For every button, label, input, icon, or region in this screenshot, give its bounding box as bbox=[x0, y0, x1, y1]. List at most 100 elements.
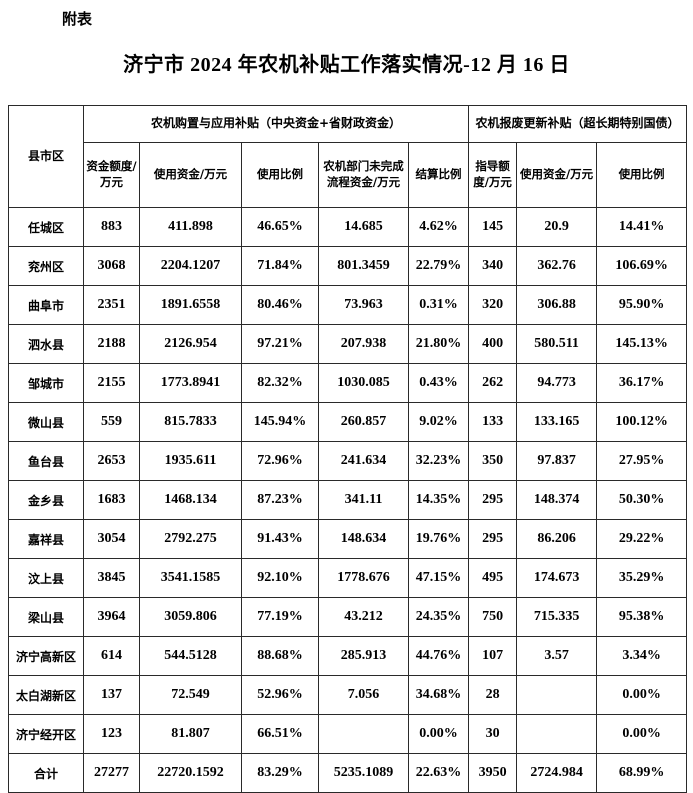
table-cell: 71.84% bbox=[241, 246, 319, 286]
table-cell: 72.96% bbox=[241, 441, 319, 481]
table-cell: 262 bbox=[468, 363, 518, 403]
table-cell: 285.913 bbox=[318, 636, 409, 676]
column-header-guide-quota: 指导额度/万元 bbox=[468, 142, 518, 208]
table-cell: 123 bbox=[83, 714, 140, 754]
table-cell: 20.9 bbox=[516, 207, 598, 247]
table-cell: 1935.611 bbox=[139, 441, 242, 481]
table-cell: 148.634 bbox=[318, 519, 409, 559]
table-cell: 29.22% bbox=[596, 519, 688, 559]
document-title: 济宁市 2024 年农机补贴工作落实情况-12 月 16 日 bbox=[123, 54, 570, 76]
table-cell: 22.79% bbox=[407, 246, 470, 286]
table-row: 合计 27277 22720.1592 83.29% 5235.1089 22.63% 39… bbox=[8, 753, 688, 793]
region-name: 汶上县 bbox=[8, 558, 84, 598]
table-cell: 3541.1585 bbox=[139, 558, 242, 598]
table-cell: 3.57 bbox=[516, 636, 598, 676]
table-cell: 815.7833 bbox=[139, 402, 242, 442]
column-header-unfinished-funds: 农机部门未完成流程资金/万元 bbox=[318, 142, 409, 208]
table-row: 金乡县 1683 1468.134 87.23% 341.11 14.35% 295 148.… bbox=[8, 480, 688, 520]
table-cell: 0.43% bbox=[407, 363, 470, 403]
table-cell: 133 bbox=[468, 402, 518, 442]
table-cell: 35.29% bbox=[596, 558, 688, 598]
table-cell: 1891.6558 bbox=[139, 285, 242, 325]
table-cell: 559 bbox=[83, 402, 140, 442]
table-cell: 2724.984 bbox=[516, 753, 598, 793]
table-row: 鱼台县 2653 1935.611 72.96% 241.634 32.23% 350 97.… bbox=[8, 441, 688, 481]
table-cell: 27277 bbox=[83, 753, 140, 793]
table-cell: 1683 bbox=[83, 480, 140, 520]
attachment-label: 附表 bbox=[62, 10, 93, 28]
table-cell: 72.549 bbox=[139, 675, 242, 715]
region-name: 曲阜市 bbox=[8, 285, 84, 325]
region-name: 泗水县 bbox=[8, 324, 84, 364]
table-cell: 750 bbox=[468, 597, 518, 637]
table-cell: 68.99% bbox=[596, 753, 688, 793]
table-cell: 50.30% bbox=[596, 480, 688, 520]
table-cell: 73.963 bbox=[318, 285, 409, 325]
table-cell: 2351 bbox=[83, 285, 140, 325]
table-cell: 97.21% bbox=[241, 324, 319, 364]
region-name: 梁山县 bbox=[8, 597, 84, 637]
table-cell: 97.837 bbox=[516, 441, 598, 481]
table-cell: 400 bbox=[468, 324, 518, 364]
table-cell: 3845 bbox=[83, 558, 140, 598]
table-cell: 3059.806 bbox=[139, 597, 242, 637]
table-row: 济宁经开区 123 81.807 66.51% 0.00% 30 0.00% bbox=[8, 714, 688, 754]
region-name: 邹城市 bbox=[8, 363, 84, 403]
column-header-settlement-ratio: 结算比例 bbox=[407, 142, 470, 208]
table-body: 任城区 883 411.898 46.65% 14.685 4.62% 145 20.9 14.… bbox=[8, 207, 688, 793]
table-row: 曲阜市 2351 1891.6558 80.46% 73.963 0.31% 320 306.… bbox=[8, 285, 688, 325]
table-cell: 3964 bbox=[83, 597, 140, 637]
group-header-scrappage-subsidy: 农机报废更新补贴（超长期特别国债） bbox=[468, 105, 688, 143]
table-cell: 715.335 bbox=[516, 597, 598, 637]
table-cell: 2204.1207 bbox=[139, 246, 242, 286]
table-cell: 34.68% bbox=[407, 675, 470, 715]
table-cell bbox=[318, 714, 409, 754]
column-header-scrappage-usage-ratio: 使用比例 bbox=[596, 142, 688, 208]
table-cell: 80.46% bbox=[241, 285, 319, 325]
table-cell: 86.206 bbox=[516, 519, 598, 559]
region-name: 任城区 bbox=[8, 207, 84, 247]
table-cell: 87.23% bbox=[241, 480, 319, 520]
table-cell: 4.62% bbox=[407, 207, 470, 247]
table-cell: 46.65% bbox=[241, 207, 319, 247]
table-cell: 362.76 bbox=[516, 246, 598, 286]
column-header-usage-ratio: 使用比例 bbox=[241, 142, 319, 208]
table-cell: 95.38% bbox=[596, 597, 688, 637]
table-cell: 295 bbox=[468, 519, 518, 559]
table-row: 邹城市 2155 1773.8941 82.32% 1030.085 0.43% 262 94… bbox=[8, 363, 688, 403]
table-cell: 91.43% bbox=[241, 519, 319, 559]
table-cell: 19.76% bbox=[407, 519, 470, 559]
table-cell: 7.056 bbox=[318, 675, 409, 715]
region-name: 太白湖新区 bbox=[8, 675, 84, 715]
table-cell: 0.00% bbox=[596, 675, 688, 715]
table-cell: 1030.085 bbox=[318, 363, 409, 403]
table-cell: 350 bbox=[468, 441, 518, 481]
table-cell: 320 bbox=[468, 285, 518, 325]
table-row: 任城区 883 411.898 46.65% 14.685 4.62% 145 20.9 14.… bbox=[8, 207, 688, 247]
table-cell: 1778.676 bbox=[318, 558, 409, 598]
table-cell: 94.773 bbox=[516, 363, 598, 403]
table-cell: 0.31% bbox=[407, 285, 470, 325]
table-cell: 145.13% bbox=[596, 324, 688, 364]
table-cell: 2155 bbox=[83, 363, 140, 403]
table-cell: 5235.1089 bbox=[318, 753, 409, 793]
table-row: 梁山县 3964 3059.806 77.19% 43.212 24.35% 750 715.… bbox=[8, 597, 688, 637]
table-row: 汶上县 3845 3541.1585 92.10% 1778.676 47.15% 495 1… bbox=[8, 558, 688, 598]
table-cell: 83.29% bbox=[241, 753, 319, 793]
table-cell: 3.34% bbox=[596, 636, 688, 676]
column-header-used-funds: 使用资金/万元 bbox=[139, 142, 242, 208]
table-cell: 66.51% bbox=[241, 714, 319, 754]
table-cell: 2126.954 bbox=[139, 324, 242, 364]
group-header-purchase-subsidy: 农机购置与应用补贴（中央资金+省财政资金） bbox=[82, 105, 470, 143]
region-name: 合计 bbox=[8, 753, 84, 793]
table-cell: 145 bbox=[468, 207, 518, 247]
table-cell: 801.3459 bbox=[318, 246, 409, 286]
table-cell: 2188 bbox=[83, 324, 140, 364]
table-cell: 580.511 bbox=[516, 324, 598, 364]
table-cell: 340 bbox=[468, 246, 518, 286]
region-name: 嘉祥县 bbox=[8, 519, 84, 559]
table-cell: 88.68% bbox=[241, 636, 319, 676]
region-name: 金乡县 bbox=[8, 480, 84, 520]
table-cell: 22720.1592 bbox=[139, 753, 242, 793]
table-cell: 28 bbox=[468, 675, 518, 715]
